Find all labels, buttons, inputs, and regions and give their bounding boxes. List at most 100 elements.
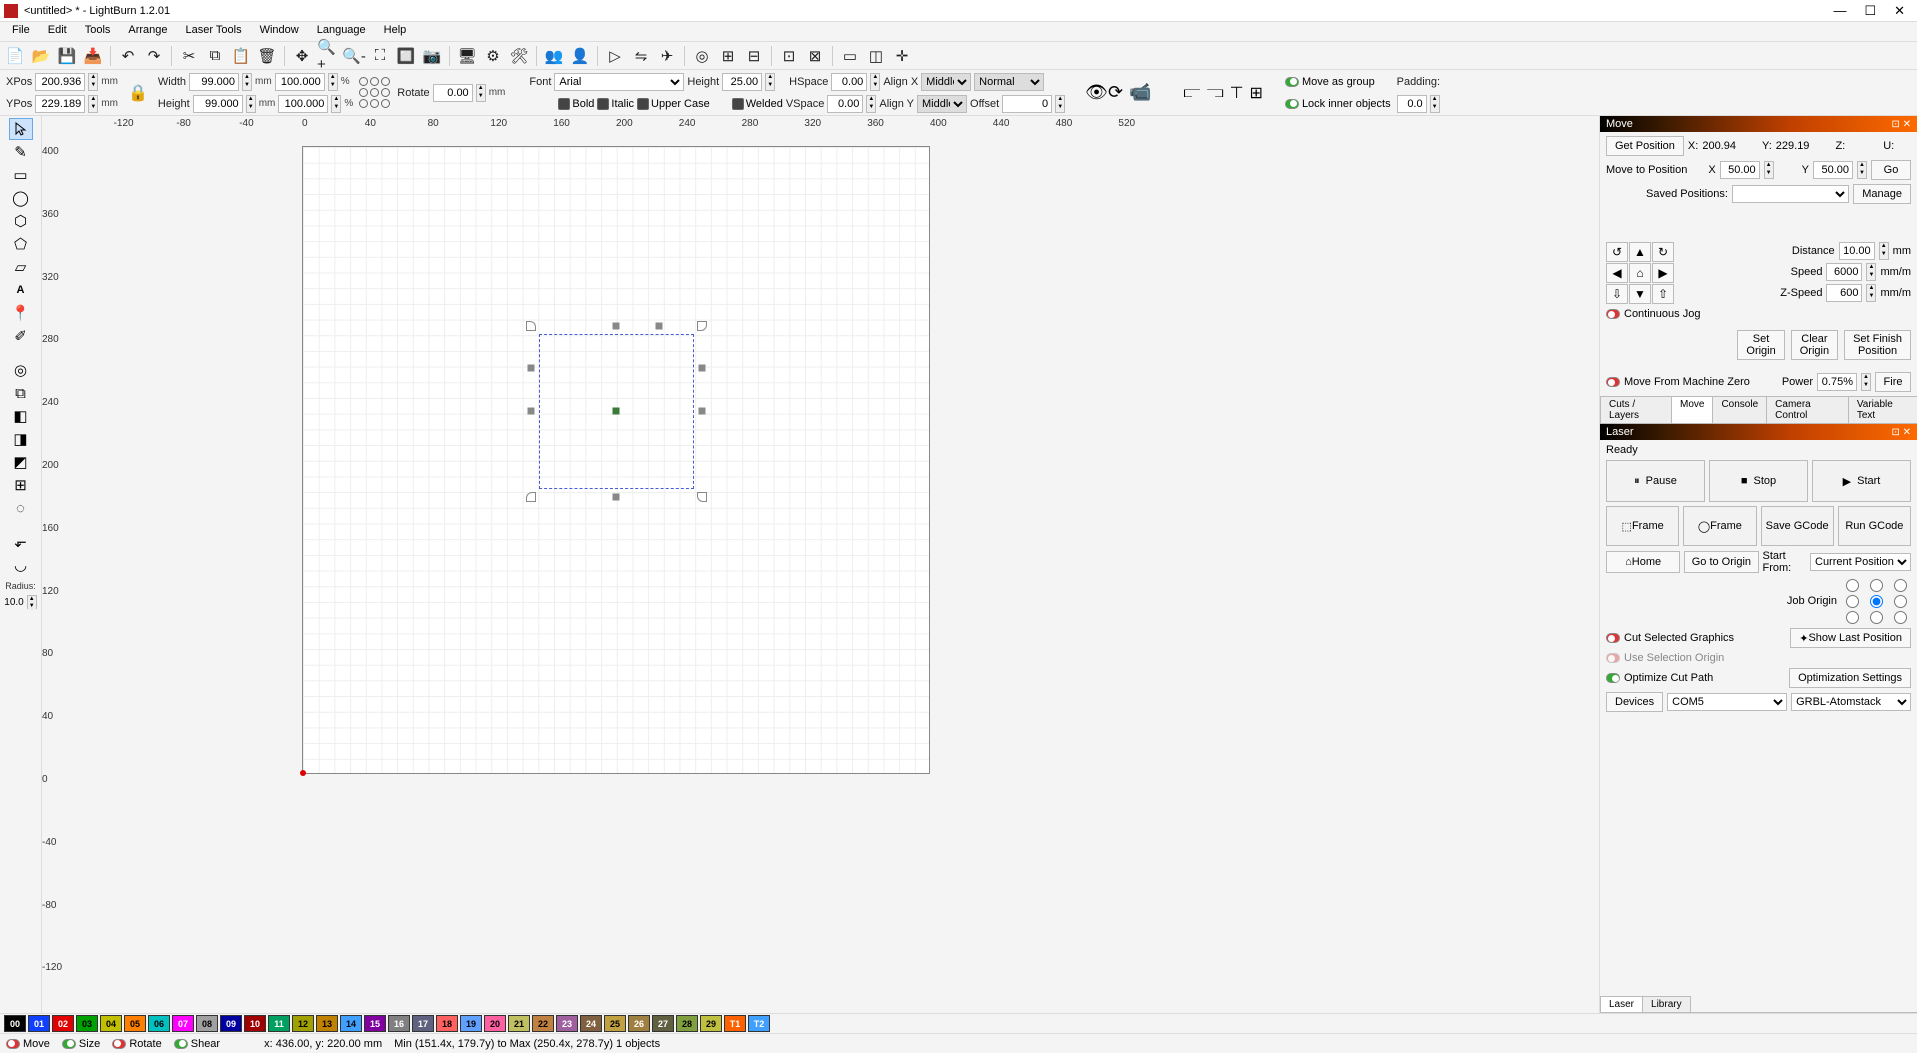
color-01[interactable]: 01 [28,1015,50,1032]
zspeed-input[interactable] [1826,284,1862,302]
camera-icon[interactable]: 📷 [421,45,443,67]
measure-tool[interactable]: ⬐ [9,531,33,553]
array-tool[interactable]: ⊞ [9,474,33,496]
preview-icon[interactable]: 👁⟳ [1085,82,1123,103]
edit-tool[interactable]: ✐ [9,325,33,347]
save-gcode-button[interactable]: Save GCode [1761,506,1834,546]
color-28[interactable]: 28 [676,1015,698,1032]
pan-icon[interactable]: ✥ [291,45,313,67]
sel-center[interactable] [613,408,620,415]
menu-window[interactable]: Window [252,22,307,41]
align-b-icon[interactable]: ⊟ [743,45,765,67]
menu-tools[interactable]: Tools [77,22,119,41]
zoom-out-icon[interactable]: 🔍- [343,45,365,67]
jog-pad[interactable]: ↺▲↻ ◀⌂▶ ⇩▼⇧ [1606,242,1674,304]
pen-tool[interactable]: ⬠ [9,233,33,255]
run-gcode-button[interactable]: Run GCode [1838,506,1911,546]
optimize-toggle[interactable] [1606,673,1620,683]
wrench-icon[interactable]: 🛠 [508,45,530,67]
stat-move-toggle[interactable] [6,1039,20,1049]
start-button[interactable]: ▶Start [1812,460,1911,502]
cut-icon[interactable]: ✂ [178,45,200,67]
move-pin-icon[interactable]: ⊡ ✕ [1891,119,1911,130]
jog-ne[interactable]: ↻ [1652,242,1674,262]
jog-sw[interactable]: ⇩ [1606,284,1628,304]
size-same-icon[interactable]: ▭ [839,45,861,67]
polygon-tool[interactable]: ⬡ [9,210,33,232]
color-10[interactable]: 10 [244,1015,266,1032]
width-input[interactable] [189,73,239,91]
zoom-sel-icon[interactable]: 🔲 [395,45,417,67]
sel-handle-mr[interactable] [699,365,706,372]
color-17[interactable]: 17 [412,1015,434,1032]
align-tree-icon[interactable]: ⊤ [1230,83,1244,103]
jog-w[interactable]: ◀ [1606,263,1628,283]
color-04[interactable]: 04 [100,1015,122,1032]
color-T1[interactable]: T1 [724,1015,746,1032]
copy-icon[interactable]: ⧉ [204,45,226,67]
radius-spinner[interactable]: ▲▼ [27,595,37,609]
stat-shear-toggle[interactable] [174,1039,188,1049]
color-21[interactable]: 21 [508,1015,530,1032]
monitor-icon[interactable]: 🖥 [456,45,478,67]
color-07[interactable]: 07 [172,1015,194,1032]
zoom-in-icon[interactable]: 🔍+ [317,45,339,67]
color-24[interactable]: 24 [580,1015,602,1032]
mode-select[interactable]: Normal [974,73,1044,91]
color-25[interactable]: 25 [604,1015,626,1032]
speed-input[interactable] [1826,263,1862,281]
laser-pin-icon[interactable]: ⊡ ✕ [1891,427,1911,438]
welded-toggle[interactable] [732,98,744,110]
target-icon[interactable]: ◎ [691,45,713,67]
sel-handle-ml[interactable] [528,365,535,372]
frame-circle-button[interactable]: ◯ Frame [1683,506,1756,546]
maximize-button[interactable]: ☐ [1864,3,1876,19]
mirror-h-icon[interactable]: ⇋ [630,45,652,67]
tab-variable-text[interactable]: Variable Text [1848,396,1917,423]
send-icon[interactable]: ✈ [656,45,678,67]
sel-handle-t[interactable] [613,323,620,330]
jog-nw[interactable]: ↺ [1606,242,1628,262]
clear-origin-button[interactable]: Clear Origin [1791,330,1838,360]
color-02[interactable]: 02 [52,1015,74,1032]
dist-v-icon[interactable]: ⊠ [804,45,826,67]
menu-arrange[interactable]: Arrange [120,22,175,41]
move-from-zero-toggle[interactable] [1606,377,1620,387]
home-button[interactable]: ⌂ Home [1606,551,1680,573]
padding-input[interactable] [1397,95,1427,113]
text-tool[interactable]: A [9,279,33,301]
color-00[interactable]: 00 [4,1015,26,1032]
manage-button[interactable]: Manage [1853,184,1911,204]
color-19[interactable]: 19 [460,1015,482,1032]
color-26[interactable]: 26 [628,1015,650,1032]
align-a-icon[interactable]: ⊞ [717,45,739,67]
start-from-select[interactable]: Current Position [1810,553,1911,571]
tab-console[interactable]: Console [1712,396,1767,423]
ungroup-icon[interactable]: 👤 [569,45,591,67]
bool-a-tool[interactable]: ◧ [9,405,33,427]
color-14[interactable]: 14 [340,1015,362,1032]
xpos-spinner[interactable]: ▲▼ [88,73,98,91]
stop-button[interactable]: ■Stop [1709,460,1808,502]
group-icon[interactable]: 👥 [543,45,565,67]
canvas[interactable] [62,136,1599,1013]
jog-home[interactable]: ⌂ [1629,263,1651,283]
color-09[interactable]: 09 [220,1015,242,1032]
set-finish-button[interactable]: Set Finish Position [1844,330,1911,360]
close-button[interactable]: ✕ [1894,3,1905,19]
canvas-area[interactable]: -120-80-40040801201602002402803203604004… [42,116,1599,1013]
stat-size-toggle[interactable] [62,1039,76,1049]
paste-icon[interactable]: 📋 [230,45,252,67]
move-as-group-toggle[interactable] [1285,77,1299,87]
tab-library[interactable]: Library [1642,996,1691,1012]
pause-button[interactable]: ⏸Pause [1606,460,1705,502]
show-last-button[interactable]: ✦ Show Last Position [1790,628,1911,648]
color-23[interactable]: 23 [556,1015,578,1032]
vspace-input[interactable] [827,95,863,113]
sel-handle-tm2[interactable] [656,323,663,330]
saved-positions-select[interactable] [1732,185,1849,203]
ring-tool[interactable]: ◎ [9,359,33,381]
scale-h-input[interactable] [278,95,328,113]
open-icon[interactable]: 📂 [30,45,52,67]
sel-handle-l[interactable] [528,408,535,415]
